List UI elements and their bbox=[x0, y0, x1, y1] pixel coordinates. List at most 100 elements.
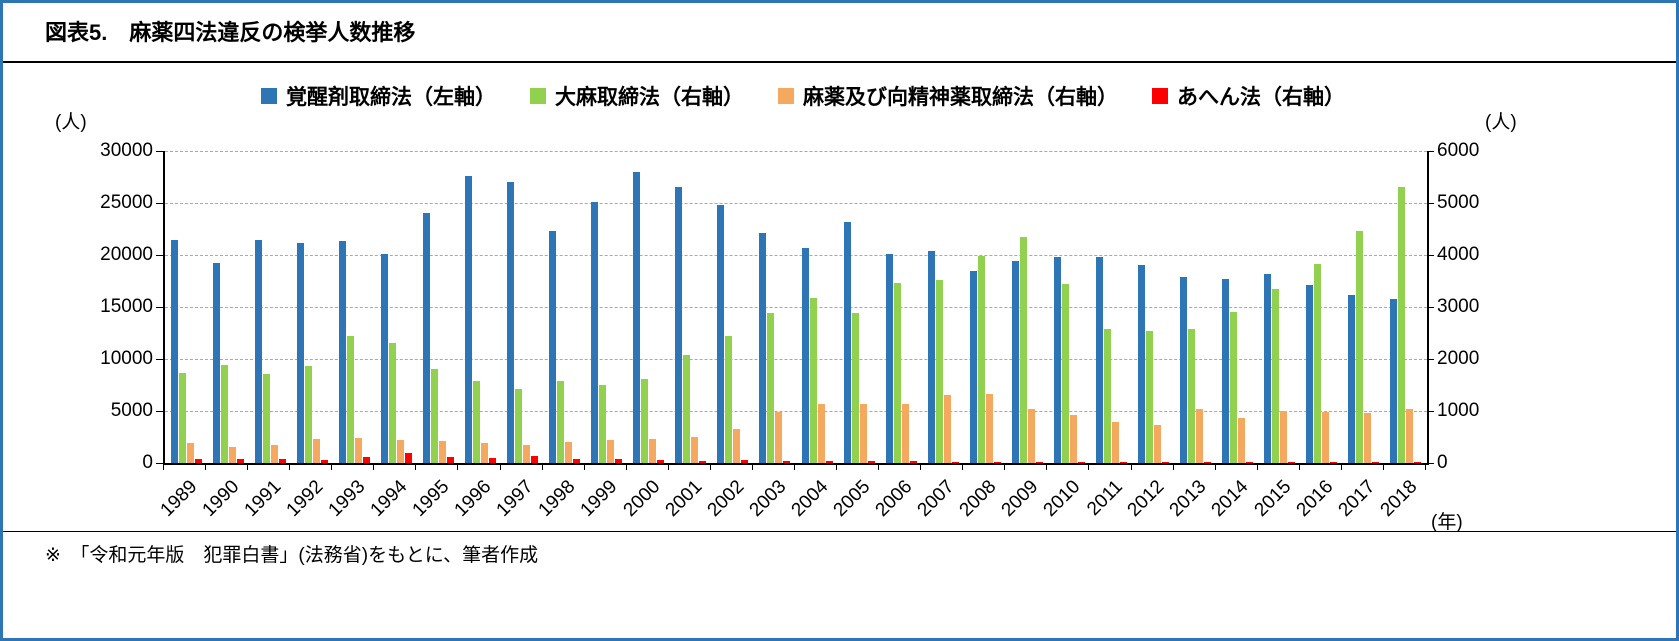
bar-stimulants bbox=[380, 254, 388, 463]
bar-opium bbox=[825, 461, 833, 463]
x-axis-label: 2010 bbox=[1039, 476, 1085, 521]
x-axis-label: 2015 bbox=[1250, 476, 1295, 521]
x-axis-tick bbox=[1340, 465, 1342, 470]
chart-legend: 覚醒剤取締法（左軸） 大麻取締法（右軸） 麻薬及び向精神薬取締法（右軸） あへん法（右… bbox=[63, 81, 1543, 111]
right-axis-tick bbox=[1427, 203, 1434, 204]
bar-opium bbox=[1077, 462, 1085, 463]
bar-opium bbox=[236, 459, 244, 463]
left-axis-tick-label: 20000 bbox=[100, 244, 153, 265]
bar-opium bbox=[615, 459, 623, 463]
bar-cannabis bbox=[178, 373, 186, 463]
x-axis-tick bbox=[1256, 465, 1258, 470]
bar-opium bbox=[783, 461, 791, 463]
bar-opium bbox=[1035, 462, 1043, 463]
bar-stimulants bbox=[254, 240, 262, 463]
bar-narcotics bbox=[270, 445, 278, 463]
bar-opium bbox=[1162, 462, 1170, 463]
x-axis-label: 2005 bbox=[829, 476, 875, 521]
bar-cannabis bbox=[1188, 329, 1196, 463]
bar-stimulants bbox=[1053, 257, 1061, 463]
bar-narcotics bbox=[396, 440, 404, 463]
bar-cannabis bbox=[388, 343, 396, 463]
x-axis-label: 2018 bbox=[1376, 476, 1422, 521]
legend-item-narcotics: 麻薬及び向精神薬取締法（右軸） bbox=[778, 81, 1118, 111]
bar-opium bbox=[867, 461, 875, 463]
x-axis-tick bbox=[163, 465, 164, 470]
x-axis-tick bbox=[1382, 465, 1384, 470]
bar-opium bbox=[446, 457, 454, 463]
bar-stimulants bbox=[675, 187, 683, 463]
x-axis-tick bbox=[205, 465, 207, 470]
bar-narcotics bbox=[565, 442, 573, 463]
bar-opium bbox=[278, 459, 286, 463]
x-axis-unit-label: (年) bbox=[1431, 512, 1463, 533]
figure-title: 図表5. 麻薬四法違反の検挙人数推移 bbox=[45, 20, 416, 45]
footnote-divider bbox=[3, 531, 1676, 532]
x-axis-tick bbox=[1004, 465, 1006, 470]
right-axis-tick bbox=[1427, 255, 1434, 256]
bar-stimulants bbox=[927, 251, 935, 463]
bar-narcotics bbox=[186, 443, 194, 463]
x-axis-label: 1993 bbox=[324, 476, 370, 521]
bar-cannabis bbox=[473, 381, 480, 463]
x-axis-tick bbox=[373, 465, 375, 470]
bar-cannabis bbox=[809, 298, 817, 463]
bar-stimulants bbox=[885, 254, 893, 463]
x-axis-tick bbox=[667, 465, 669, 470]
x-axis-tick bbox=[709, 465, 711, 470]
bar-opium bbox=[1330, 462, 1338, 463]
x-axis-tick bbox=[1214, 465, 1216, 470]
bar-opium bbox=[993, 462, 1001, 463]
left-axis-tick-label: 10000 bbox=[100, 348, 153, 369]
bar-narcotics bbox=[1322, 412, 1330, 463]
x-axis-tick bbox=[499, 465, 501, 470]
bar-narcotics bbox=[481, 443, 488, 463]
x-axis-label: 2008 bbox=[955, 476, 1001, 521]
bar-opium bbox=[1372, 462, 1380, 463]
source-note: ※ 「令和元年版 犯罪白書」(法務省)をもとに、筆者作成 bbox=[45, 545, 539, 566]
x-axis-label: 2006 bbox=[871, 476, 917, 521]
x-axis-tick bbox=[625, 465, 627, 470]
bar-stimulants bbox=[170, 240, 178, 463]
x-axis-label: 2000 bbox=[619, 476, 664, 521]
bar-opium bbox=[1414, 462, 1422, 463]
x-axis-tick bbox=[962, 465, 964, 470]
bar-narcotics bbox=[1069, 415, 1077, 463]
right-axis-tick bbox=[1427, 151, 1434, 152]
bar-stimulants bbox=[717, 205, 725, 463]
right-axis-tick bbox=[1427, 359, 1434, 360]
x-axis-tick bbox=[920, 465, 922, 470]
right-axis-tick bbox=[1427, 307, 1434, 308]
left-axis-tick bbox=[156, 203, 163, 204]
right-axis-tick-label: 1000 bbox=[1437, 400, 1480, 421]
bar-stimulants bbox=[338, 241, 346, 463]
bar-cannabis bbox=[1356, 231, 1364, 463]
bar-stimulants bbox=[465, 176, 472, 463]
gridline bbox=[165, 151, 1427, 152]
bar-opium bbox=[489, 458, 496, 463]
bar-stimulants bbox=[549, 231, 557, 463]
right-axis-unit-label: (人) bbox=[1485, 112, 1517, 133]
x-axis-tick bbox=[1298, 465, 1300, 470]
x-axis-label: 2004 bbox=[787, 476, 833, 521]
x-axis-tick bbox=[541, 465, 543, 470]
bar-cannabis bbox=[1061, 284, 1069, 463]
left-axis-tick-label: 25000 bbox=[100, 192, 153, 213]
legend-swatch-stimulants-icon bbox=[261, 88, 277, 104]
bar-narcotics bbox=[228, 447, 236, 463]
bar-narcotics bbox=[859, 404, 867, 463]
bar-opium bbox=[194, 459, 202, 463]
x-axis-label: 2014 bbox=[1208, 476, 1253, 521]
x-axis-label: 1994 bbox=[366, 476, 412, 521]
left-axis-unit-label: (人) bbox=[55, 112, 87, 133]
x-axis-label: 1990 bbox=[198, 476, 244, 521]
bar-opium bbox=[1288, 462, 1296, 463]
bar-cannabis bbox=[1398, 187, 1406, 463]
bar-stimulants bbox=[1180, 277, 1188, 463]
x-axis-label: 1999 bbox=[577, 476, 622, 521]
x-axis-tick bbox=[331, 465, 333, 470]
x-axis-label: 2016 bbox=[1292, 476, 1337, 521]
bar-stimulants bbox=[1306, 285, 1314, 463]
bar-opium bbox=[404, 453, 412, 463]
